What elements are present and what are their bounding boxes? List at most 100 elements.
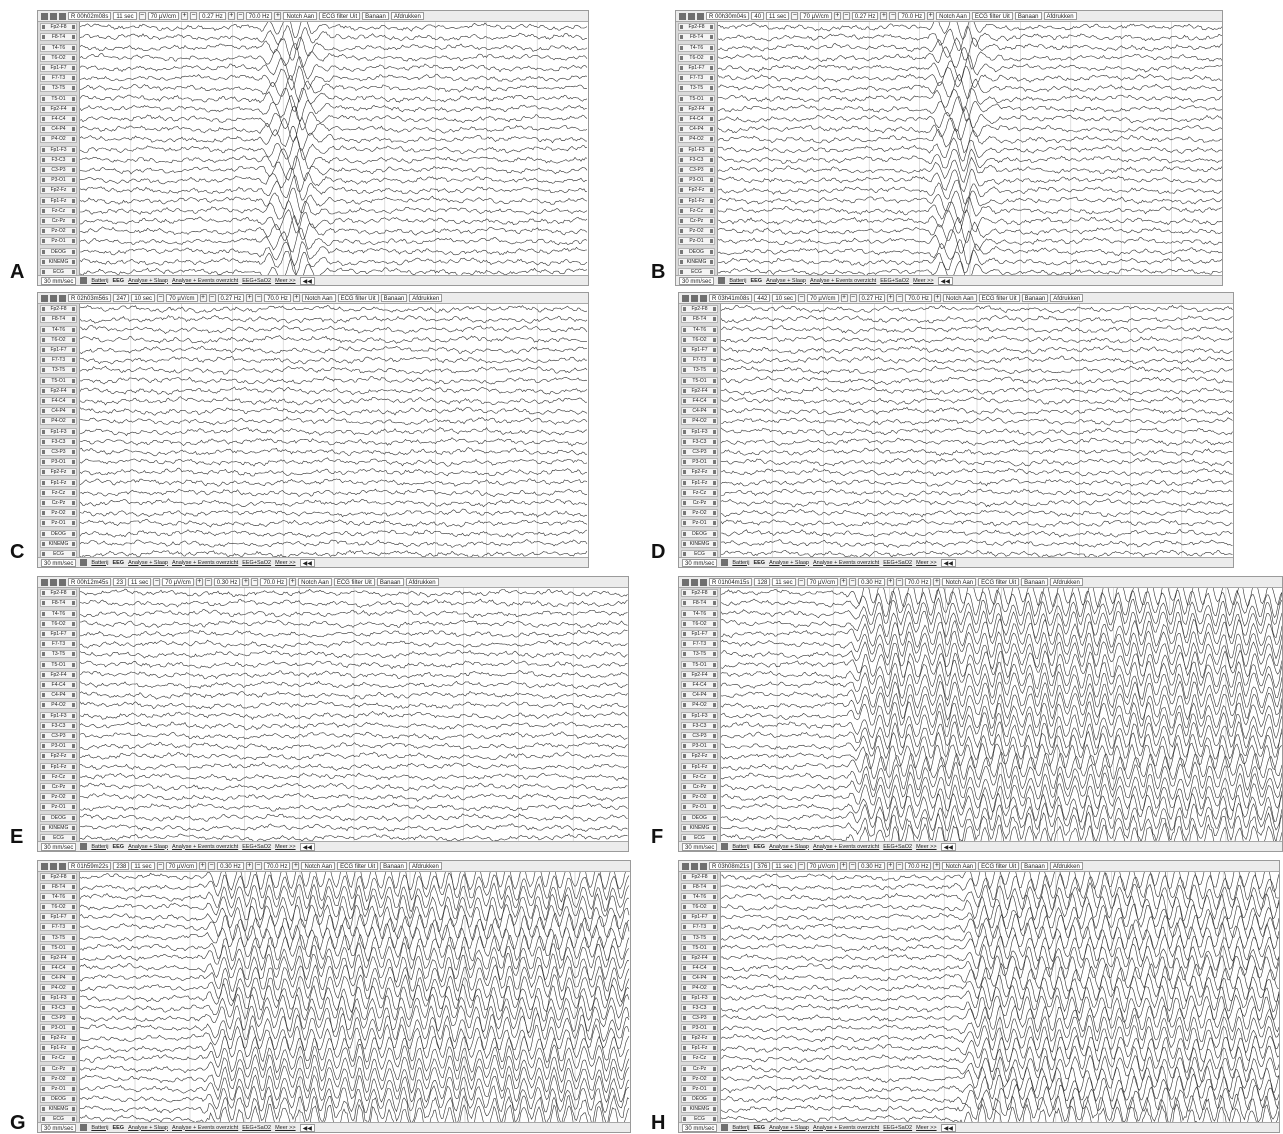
channel-handle-icon[interactable] [72, 693, 75, 698]
sensitivity-increase-button[interactable]: + [840, 294, 848, 302]
channel-handle-icon[interactable] [713, 825, 716, 830]
channel-handle-icon[interactable] [42, 601, 45, 606]
channel-label[interactable]: Fp1-F3 [40, 145, 77, 154]
channel-handle-icon[interactable] [713, 307, 716, 312]
channel-label[interactable]: F8-T4 [40, 33, 77, 42]
channel-label[interactable]: DEOG [681, 813, 718, 822]
channel-handle-icon[interactable] [42, 935, 45, 940]
channel-label[interactable]: F8-T4 [681, 315, 718, 324]
channel-handle-icon[interactable] [72, 551, 75, 556]
channel-handle-icon[interactable] [72, 35, 75, 40]
speed-field[interactable]: 30 mm/sec [41, 1123, 77, 1132]
channel-label[interactable]: Pz-O2 [678, 227, 715, 236]
channel-handle-icon[interactable] [42, 1026, 45, 1031]
duration-field[interactable]: 11 sec [128, 578, 152, 586]
speaker-icon[interactable] [700, 294, 707, 302]
navigate-back-icon[interactable]: ◀◀ [937, 276, 953, 285]
channel-handle-icon[interactable] [72, 631, 75, 636]
channel-handle-icon[interactable] [713, 460, 716, 465]
channel-label[interactable]: F4-C4 [40, 396, 77, 405]
channel-handle-icon[interactable] [683, 1096, 686, 1101]
channel-handle-icon[interactable] [683, 723, 686, 728]
channel-handle-icon[interactable] [42, 460, 45, 465]
channel-label[interactable]: DEOG [681, 1094, 718, 1103]
channel-handle-icon[interactable] [72, 764, 75, 769]
channel-handle-icon[interactable] [710, 198, 713, 203]
channel-handle-icon[interactable] [72, 147, 75, 152]
lowcut-field[interactable]: 0.30 Hz [213, 578, 241, 586]
channel-handle-icon[interactable] [683, 327, 686, 332]
channel-handle-icon[interactable] [713, 815, 716, 820]
channel-handle-icon[interactable] [713, 935, 716, 940]
channel-handle-icon[interactable] [680, 55, 683, 60]
channel-handle-icon[interactable] [42, 652, 45, 657]
channel-handle-icon[interactable] [42, 45, 45, 50]
channel-handle-icon[interactable] [683, 985, 686, 990]
channel-handle-icon[interactable] [42, 795, 45, 800]
channel-label[interactable]: Fp1-Fz [681, 1044, 718, 1053]
channel-label[interactable]: Fz-Cz [681, 1054, 718, 1063]
channel-handle-icon[interactable] [680, 218, 683, 223]
channel-handle-icon[interactable] [680, 167, 683, 172]
channel-handle-icon[interactable] [683, 347, 686, 352]
channel-handle-icon[interactable] [72, 733, 75, 738]
channel-handle-icon[interactable] [683, 713, 686, 718]
channel-handle-icon[interactable] [72, 672, 75, 677]
bottom-tab[interactable]: EEG+SaO2 [883, 843, 913, 850]
notch-button[interactable]: Notch Aan [942, 294, 977, 302]
channel-handle-icon[interactable] [683, 317, 686, 322]
channel-handle-icon[interactable] [42, 1096, 45, 1101]
channel-handle-icon[interactable] [72, 127, 75, 132]
channel-handle-icon[interactable] [72, 1046, 75, 1051]
channel-handle-icon[interactable] [42, 733, 45, 738]
channel-handle-icon[interactable] [683, 642, 686, 647]
channel-handle-icon[interactable] [72, 1116, 75, 1121]
channel-handle-icon[interactable] [72, 327, 75, 332]
channel-handle-icon[interactable] [72, 76, 75, 81]
bottom-tab[interactable]: EEG [112, 559, 125, 566]
channel-label[interactable]: KINEMG [681, 823, 718, 832]
channel-handle-icon[interactable] [42, 713, 45, 718]
print-button[interactable]: Afdrukken [405, 578, 439, 586]
save-icon[interactable] [50, 578, 57, 586]
channel-handle-icon[interactable] [683, 511, 686, 516]
channel-label[interactable]: Fp2-F4 [40, 386, 77, 395]
channel-handle-icon[interactable] [710, 35, 713, 40]
folder-icon[interactable] [682, 294, 689, 302]
bottom-tab[interactable]: EEG [753, 843, 766, 850]
channel-handle-icon[interactable] [72, 815, 75, 820]
channel-handle-icon[interactable] [72, 774, 75, 779]
channel-handle-icon[interactable] [713, 429, 716, 434]
channel-handle-icon[interactable] [680, 96, 683, 101]
channel-label[interactable]: P3-O1 [40, 176, 77, 185]
channel-handle-icon[interactable] [713, 621, 716, 626]
channel-handle-icon[interactable] [42, 825, 45, 830]
channel-handle-icon[interactable] [683, 490, 686, 495]
channel-handle-icon[interactable] [72, 985, 75, 990]
channel-label[interactable]: Fp2-F8 [681, 873, 718, 882]
channel-handle-icon[interactable] [683, 419, 686, 424]
channel-handle-icon[interactable] [72, 511, 75, 516]
sensitivity-field[interactable]: 70 µV/cm [800, 12, 832, 20]
sensitivity-field[interactable]: 70 µV/cm [147, 12, 180, 20]
channel-handle-icon[interactable] [713, 1056, 716, 1061]
channel-label[interactable]: Cz-Pz [40, 1064, 77, 1073]
channel-handle-icon[interactable] [42, 368, 45, 373]
banaan-button[interactable]: Banaan [1021, 578, 1048, 586]
channel-handle-icon[interactable] [680, 25, 683, 30]
bottom-tab[interactable]: Analyse + Slaap [128, 559, 168, 566]
channel-handle-icon[interactable] [713, 1026, 716, 1031]
channel-handle-icon[interactable] [72, 723, 75, 728]
channel-label[interactable]: F7-T3 [40, 923, 77, 932]
channel-label[interactable]: F8-T4 [681, 599, 718, 608]
channel-label[interactable]: Cz-Pz [681, 1064, 718, 1073]
channel-label[interactable]: T4-T6 [40, 43, 77, 52]
sensitivity-field[interactable]: 70 µV/cm [166, 294, 198, 302]
channel-label[interactable]: KINEMG [40, 1104, 77, 1113]
channel-label[interactable]: Fp1-F7 [40, 913, 77, 922]
highcut-field[interactable]: 70.0 Hz [898, 12, 926, 20]
channel-handle-icon[interactable] [713, 835, 716, 840]
channel-label[interactable]: F7-T3 [40, 640, 77, 649]
channel-label[interactable]: Fp1-F7 [678, 63, 715, 72]
channel-handle-icon[interactable] [710, 25, 713, 30]
